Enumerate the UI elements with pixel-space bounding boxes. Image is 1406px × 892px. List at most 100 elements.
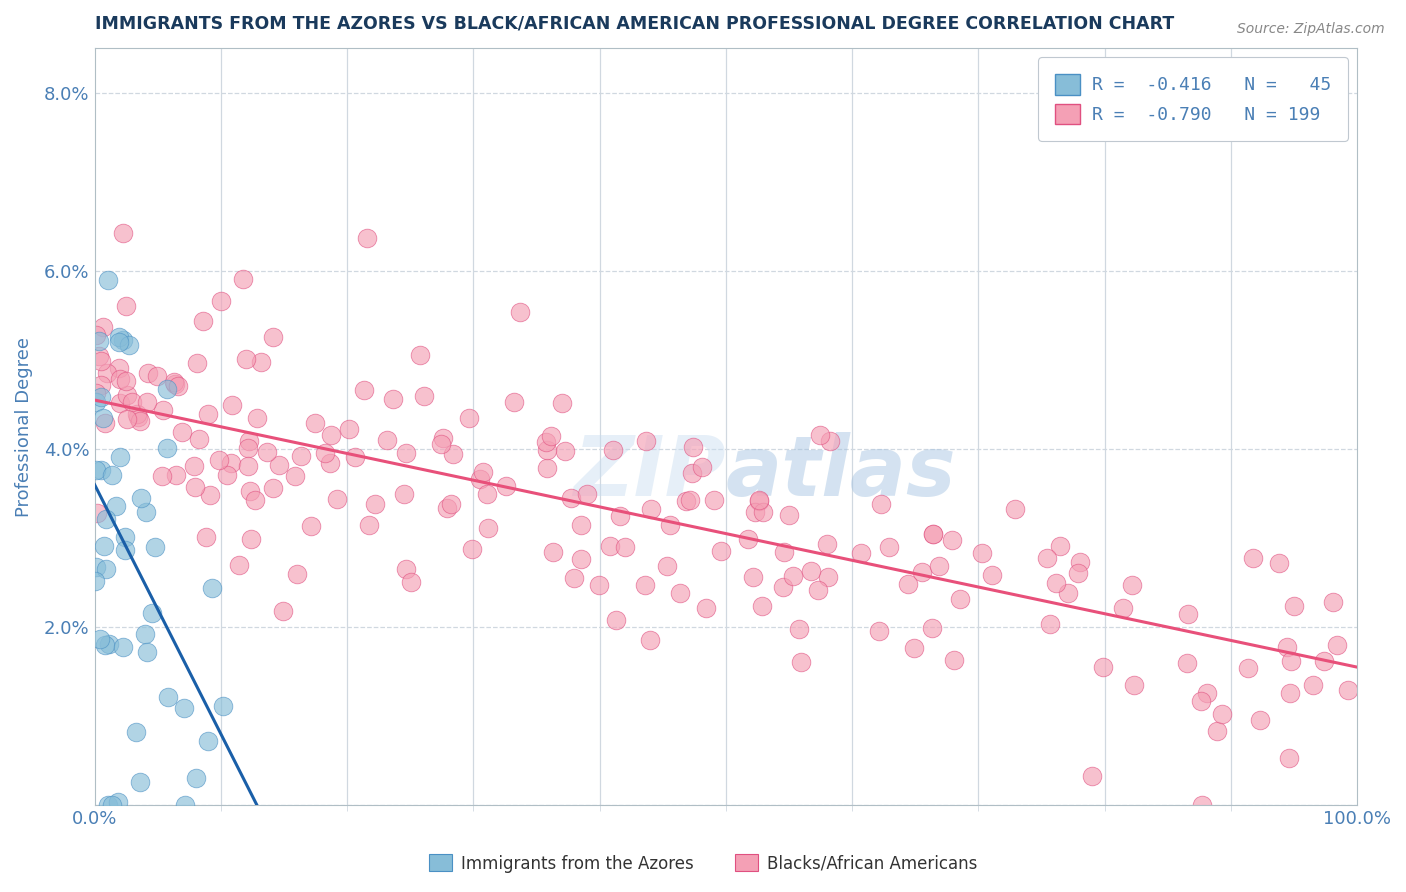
Point [97,798,120,813]
Point [772,581,794,595]
Point [129,775,152,789]
Legend: R =  -0.416   N =   45, R =  -0.790   N = 199: R = -0.416 N = 45, R = -0.790 N = 199 [1038,57,1348,141]
Point [1322,595,1344,609]
Point [90,378,112,392]
Point [235,352,257,367]
Point [198,488,221,502]
Point [602,443,624,458]
Point [472,465,495,479]
Point [115,412,138,426]
Point [299,519,322,533]
Point [457,411,479,425]
Point [742,570,765,584]
Point [679,493,702,508]
Point [197,733,219,747]
Point [127,409,149,424]
Point [183,459,205,474]
Point [197,407,219,421]
Point [84,328,107,343]
Point [364,497,387,511]
Point [569,517,592,532]
Point [503,395,526,409]
Point [569,551,592,566]
Point [1268,556,1291,570]
Point [107,795,129,809]
Point [136,645,159,659]
Point [243,493,266,508]
Point [470,472,492,486]
Point [536,461,558,475]
Point [91,320,114,334]
Point [172,425,194,440]
Point [409,348,432,362]
Point [165,467,187,482]
Point [256,445,278,459]
Point [287,566,309,581]
Point [84,462,107,476]
Point [146,368,169,383]
Point [208,453,231,467]
Point [173,701,195,715]
Point [141,606,163,620]
Point [1045,575,1067,590]
Point [1081,769,1104,783]
Point [356,231,378,245]
Point [238,434,260,449]
Point [125,725,148,739]
Point [165,376,187,391]
Point [357,518,380,533]
Point [1191,798,1213,813]
Point [588,578,610,592]
Point [1112,600,1135,615]
Point [640,501,662,516]
Point [304,416,326,430]
Point [681,466,703,480]
Point [655,559,678,574]
Point [240,533,263,547]
Point [84,574,107,588]
Point [236,442,259,456]
Point [609,509,631,524]
Point [174,798,197,813]
Point [395,561,418,575]
Point [773,545,796,559]
Point [236,459,259,474]
Point [921,527,943,541]
Point [807,582,830,597]
Point [690,459,713,474]
Point [90,353,112,368]
Point [695,600,717,615]
Point [1337,683,1360,698]
Point [808,428,831,442]
Point [922,527,945,541]
Point [114,530,136,544]
Point [98,637,121,651]
Point [911,565,934,579]
Point [89,462,111,476]
Point [903,640,925,655]
Point [105,500,128,514]
Point [125,407,148,421]
Point [1189,694,1212,708]
Point [186,771,208,785]
Point [118,338,141,352]
Point [536,443,558,458]
Point [560,491,582,505]
Point [710,544,733,558]
Point [101,798,124,813]
Point [115,299,138,313]
Point [778,508,800,523]
Point [262,481,284,495]
Point [115,387,138,401]
Point [1004,502,1026,516]
Point [869,497,891,511]
Point [432,431,454,445]
Point [536,434,558,449]
Point [269,458,291,472]
Point [262,330,284,344]
Point [1279,686,1302,700]
Point [815,537,838,551]
Point [290,450,312,464]
Point [737,532,759,546]
Point [392,487,415,501]
